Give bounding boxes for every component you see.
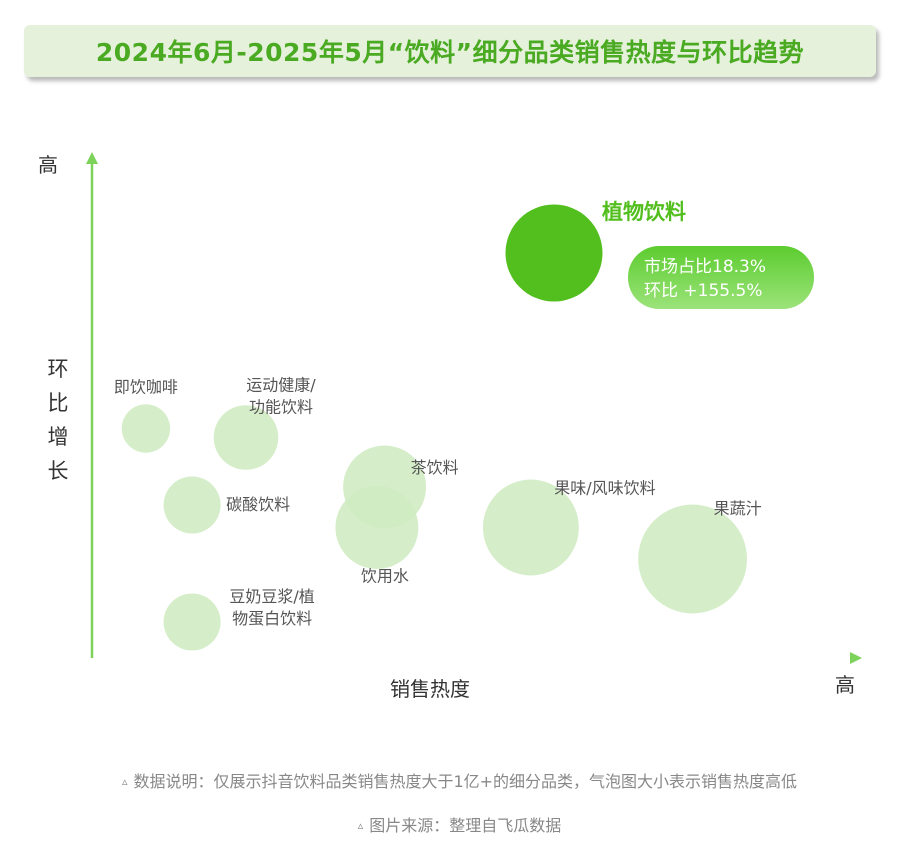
highlight-bubble-label: 植物饮料 xyxy=(602,200,686,224)
source-note: ▵ 图片来源：整理自飞瓜数据 xyxy=(0,812,919,836)
bubble xyxy=(163,593,221,651)
bubble-label: 茶饮料 xyxy=(411,458,459,477)
bubble-label: 果味/风味饮料 xyxy=(554,479,655,498)
bubble xyxy=(482,479,579,576)
bubble-label: 果蔬汁 xyxy=(714,499,762,518)
chart-title: 2024年6月-2025年5月“饮料”细分品类销售热度与环比趋势 xyxy=(95,38,805,67)
bubble xyxy=(335,486,419,569)
y-axis-title: 环比增长 xyxy=(48,357,69,483)
callout-box xyxy=(628,246,814,309)
x-high-label: 高 xyxy=(835,673,855,697)
y-axis-arrow-icon xyxy=(86,152,98,164)
bubble xyxy=(121,404,171,453)
y-high-label: 高 xyxy=(38,153,58,177)
bubble-label: 运动健康/功能饮料 xyxy=(246,376,316,417)
bubble xyxy=(638,504,748,614)
x-axis-arrow-icon xyxy=(850,652,862,664)
bubble-label: 饮用水 xyxy=(361,567,409,586)
bubble-label: 碳酸饮料 xyxy=(226,495,290,514)
title-banner: 2024年6月-2025年5月“饮料”细分品类销售热度与环比趋势 xyxy=(24,25,876,77)
bubble-label: 豆奶豆浆/植物蛋白饮料 xyxy=(229,587,314,628)
bubble xyxy=(163,476,221,534)
source-note-text: 图片来源：整理自飞瓜数据 xyxy=(369,816,562,835)
data-note: ▵ 数据说明：仅展示抖音饮料品类销售热度大于1亿+的细分品类，气泡图大小表示销售热… xyxy=(0,768,919,792)
bubble xyxy=(213,405,279,470)
x-axis-title: 销售热度 xyxy=(390,677,470,701)
data-note-text: 数据说明：仅展示抖音饮料品类销售热度大于1亿+的细分品类，气泡图大小表示销售热度… xyxy=(133,772,798,791)
highlight-bubble xyxy=(505,204,603,302)
bubble-label: 即饮咖啡 xyxy=(114,378,178,397)
triangle-icon: ▵ xyxy=(121,775,128,788)
triangle-icon: ▵ xyxy=(357,819,364,832)
callout-line: 市场占比18.3% xyxy=(644,257,766,277)
callout-line: 环比 +155.5% xyxy=(644,281,762,301)
